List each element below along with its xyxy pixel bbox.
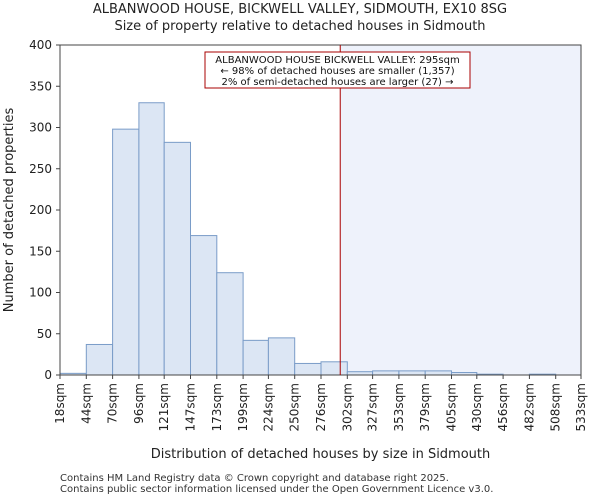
x-tick-label: 250sqm xyxy=(288,383,302,431)
larger-region-shade xyxy=(340,45,581,375)
chart-title: ALBANWOOD HOUSE, BICKWELL VALLEY, SIDMOU… xyxy=(92,2,508,17)
x-tick-label: 430sqm xyxy=(470,383,484,431)
y-tick-label: 250 xyxy=(29,162,52,176)
histogram-bar xyxy=(294,362,322,376)
x-axis-label: Distribution of detached houses by size … xyxy=(151,447,491,462)
x-tick-label: 533sqm xyxy=(574,383,588,431)
y-axis-label: Number of detached properties xyxy=(2,108,17,313)
footer-line-1: Contains HM Land Registry data © Crown c… xyxy=(60,473,449,484)
x-tick-label: 18sqm xyxy=(53,383,67,424)
histogram-bar xyxy=(85,343,114,376)
histogram-bar xyxy=(163,141,192,376)
x-tick-label: 379sqm xyxy=(418,383,432,431)
x-tick-label: 199sqm xyxy=(236,383,250,431)
histogram-bar xyxy=(216,272,244,376)
x-tick-label: 147sqm xyxy=(184,383,198,431)
y-tick-label: 0 xyxy=(44,368,52,382)
annotation-line: 2% of semi-detached houses are larger (2… xyxy=(221,77,453,88)
annotation-line: ALBANWOOD HOUSE BICKWELL VALLEY: 295sqm xyxy=(215,55,459,66)
x-tick-label: 96sqm xyxy=(132,383,146,424)
x-tick-label: 276sqm xyxy=(314,383,328,431)
x-tick-label: 121sqm xyxy=(157,383,171,431)
y-tick-label: 100 xyxy=(29,286,52,300)
footer-line-2: Contains public sector information licen… xyxy=(60,484,494,495)
histogram-bar xyxy=(424,370,453,376)
histogram-bar xyxy=(190,235,218,376)
histogram-bar xyxy=(398,370,426,376)
y-tick-label: 200 xyxy=(29,203,52,217)
y-tick-label: 50 xyxy=(37,327,52,341)
histogram-bar xyxy=(320,361,348,376)
x-tick-label: 224sqm xyxy=(261,383,275,431)
x-tick-label: 70sqm xyxy=(106,383,120,424)
x-tick-label: 173sqm xyxy=(210,383,224,431)
annotation-line: ← 98% of detached houses are smaller (1,… xyxy=(220,66,454,77)
histogram-bar xyxy=(267,337,296,376)
x-tick-label: 353sqm xyxy=(392,383,406,431)
histogram-chart: 0 50 100 150 200 250 300 350 400 18sqm 44sqm 70sqm 9… xyxy=(2,38,588,462)
histogram-bar xyxy=(242,339,269,376)
y-tick-label: 400 xyxy=(29,38,52,52)
x-tick-label: 327sqm xyxy=(366,383,380,431)
x-tick-label: 508sqm xyxy=(549,383,563,431)
histogram-bar xyxy=(138,102,165,376)
x-tick-label: 405sqm xyxy=(445,383,459,431)
x-tick-label: 482sqm xyxy=(522,383,536,431)
x-tick-label: 456sqm xyxy=(496,383,510,431)
chart-subtitle: Size of property relative to detached ho… xyxy=(114,19,486,34)
y-tick-label: 150 xyxy=(29,244,52,258)
annotation-box xyxy=(204,51,471,89)
y-tick-label: 350 xyxy=(29,79,52,93)
histogram-bar xyxy=(112,128,140,376)
x-tick-label: 302sqm xyxy=(340,383,354,431)
y-tick-label: 300 xyxy=(29,121,52,135)
x-tick-label: 44sqm xyxy=(79,383,93,424)
histogram-bar xyxy=(372,370,400,376)
